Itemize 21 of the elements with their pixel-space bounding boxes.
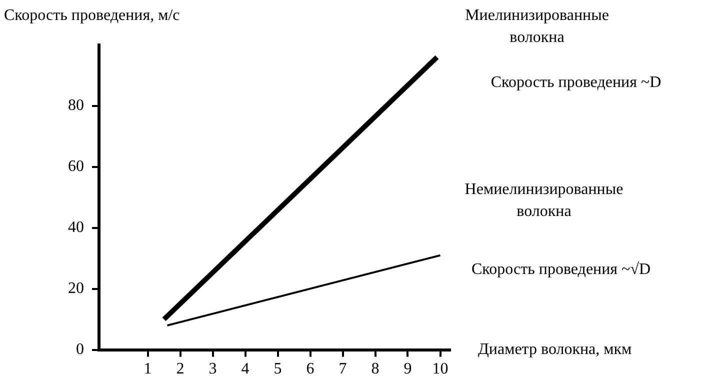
text: Скорость проведения ~D (490, 74, 662, 92)
y-tick-label: 20 (68, 280, 84, 298)
x-tick-label: 7 (338, 360, 347, 378)
x-tick-label: 2 (176, 360, 184, 378)
chart-title: Скорость проведения, м/с (4, 7, 180, 24)
y-tick-label: 0 (76, 341, 84, 358)
x-tick-label: 8 (371, 360, 380, 378)
x-tick-label: 6 (306, 360, 314, 378)
text: Немиелинизированные волокна (464, 181, 624, 220)
y-tick-label: 40 (68, 219, 84, 236)
x-axis-title: Диаметр волокна, мкм (478, 341, 632, 358)
x-tick-label: 3 (208, 360, 217, 378)
y-tick-label: 80 (68, 97, 84, 114)
x-tick-label: 10 (432, 360, 448, 378)
x-tick-label: 9 (404, 360, 412, 378)
x-tick-label: 4 (241, 360, 250, 378)
series-label: Миелинизированные волокна (465, 7, 609, 46)
text: Скорость проведения ~√D (471, 261, 651, 278)
x-tick-label: 1 (144, 360, 152, 378)
x-tick-label: 5 (274, 360, 282, 378)
y-tick-label: 60 (68, 158, 84, 176)
